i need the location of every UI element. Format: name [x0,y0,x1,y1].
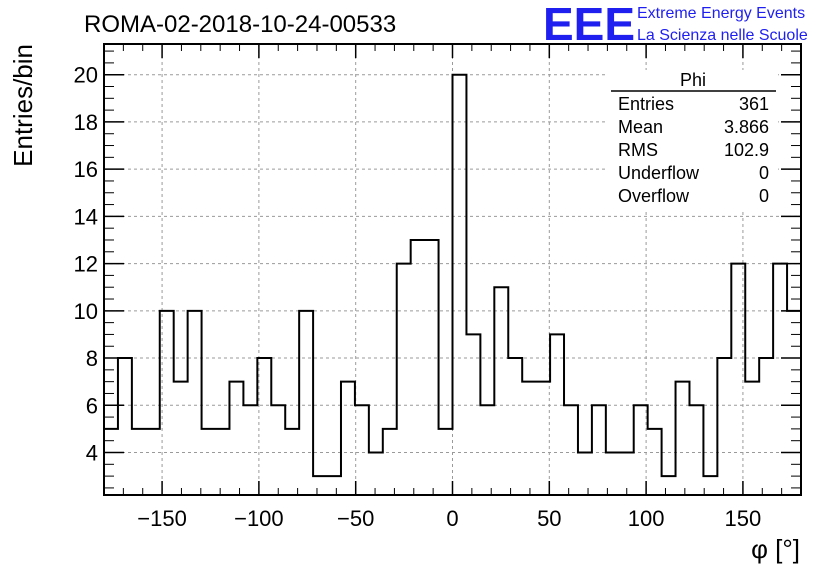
histogram-bin [341,382,355,495]
stats-rms-label: RMS [618,140,658,160]
eee-logo-mark: EEE [543,0,635,50]
histogram-bin [592,405,606,495]
histogram-bin [453,75,467,495]
histogram-bin [689,405,703,495]
eee-logo: EEE Extreme Energy Events La Scienza nel… [543,0,808,50]
histogram-bin [620,452,634,495]
histogram-bin [550,334,564,495]
histogram-bin [480,405,494,495]
histogram-bin [369,452,383,495]
stats-overflow-label: Overflow [618,186,690,206]
histogram-bin [564,405,578,495]
histogram-bin [606,452,620,495]
stats-rms-value: 102.9 [724,140,769,160]
stats-underflow-label: Underflow [618,163,700,183]
y-tick-label: 4 [86,440,98,465]
histogram-bin [634,405,648,495]
histogram-bin [648,429,662,495]
histogram-bin [202,429,216,495]
histogram-bin [160,311,174,495]
histogram-bin [731,264,745,495]
histogram-bin [229,382,243,495]
stats-entries-value: 361 [739,94,769,114]
histogram-bin [494,287,508,495]
histogram-bin [522,382,536,495]
stats-box-background [608,70,778,210]
histogram-bin [466,334,480,495]
x-tick-label: 100 [628,506,665,531]
histogram-bin [397,264,411,495]
x-axis-label: φ [°] [751,534,800,564]
histogram-bin [257,358,271,495]
stats-entries-label: Entries [618,94,674,114]
y-tick-label: 10 [74,299,98,324]
y-tick-label: 14 [74,204,98,229]
histogram-bin [383,429,397,495]
y-tick-labels: 4 6 8 10 12 14 16 18 20 [74,63,98,466]
histogram-bin [313,476,327,495]
eee-logo-line1: Extreme Energy Events [637,5,805,22]
histogram-bin [759,358,773,495]
histogram-bin [717,358,731,495]
histogram-bin [216,429,230,495]
histogram-bin [439,429,453,495]
histogram-bin [536,382,550,495]
y-tick-label: 18 [74,110,98,135]
histogram-bin [174,382,188,495]
histogram-bin [703,476,717,495]
x-tick-labels: −150 −100 −50 0 50 100 150 [137,506,761,531]
x-tick-label: −100 [234,506,284,531]
histogram-bin [508,358,522,495]
y-tick-label: 8 [86,346,98,371]
histogram-bin [787,311,801,495]
histogram-bin [355,405,369,495]
histogram-bin [271,405,285,495]
histogram-bin [425,240,439,495]
histogram-bin [411,240,425,495]
plot-frame [103,43,802,496]
histogram-bin [299,311,313,495]
histogram-bin [745,382,759,495]
x-tick-label: −150 [137,506,187,531]
histogram-bin [132,429,146,495]
chart-title: ROMA-02-2018-10-24-00533 [84,11,396,38]
histogram-bin [243,405,257,495]
histogram-bin [578,452,592,495]
y-tick-label: 12 [74,252,98,277]
y-axis-label: Entries/bin [8,44,38,167]
stats-overflow-value: 0 [759,186,769,206]
histogram-bin [676,382,690,495]
stats-underflow-value: 0 [759,163,769,183]
histogram-bin [104,429,118,495]
x-tick-label: 50 [537,506,561,531]
histogram-bin [662,476,676,495]
x-tick-label: −50 [337,506,374,531]
histogram-bin [327,476,341,495]
stats-mean-value: 3.866 [724,117,769,137]
y-tick-label: 20 [74,63,98,88]
histogram-bin [146,429,160,495]
histogram-bin [188,311,202,495]
x-tick-label: 150 [725,506,762,531]
histogram-bin [773,264,787,495]
histogram-step-line [104,73,801,478]
y-tick-label: 6 [86,393,98,418]
y-tick-label: 16 [74,157,98,182]
stats-box-title: Phi [680,70,706,90]
stats-box: Phi Entries 361 Mean 3.866 RMS 102.9 Und… [608,70,778,210]
histogram-bin [118,358,132,495]
x-tick-label: 0 [446,506,458,531]
eee-logo-line2: La Scienza nelle Scuole [637,27,808,44]
stats-mean-label: Mean [618,117,663,137]
histogram-bin [285,429,299,495]
